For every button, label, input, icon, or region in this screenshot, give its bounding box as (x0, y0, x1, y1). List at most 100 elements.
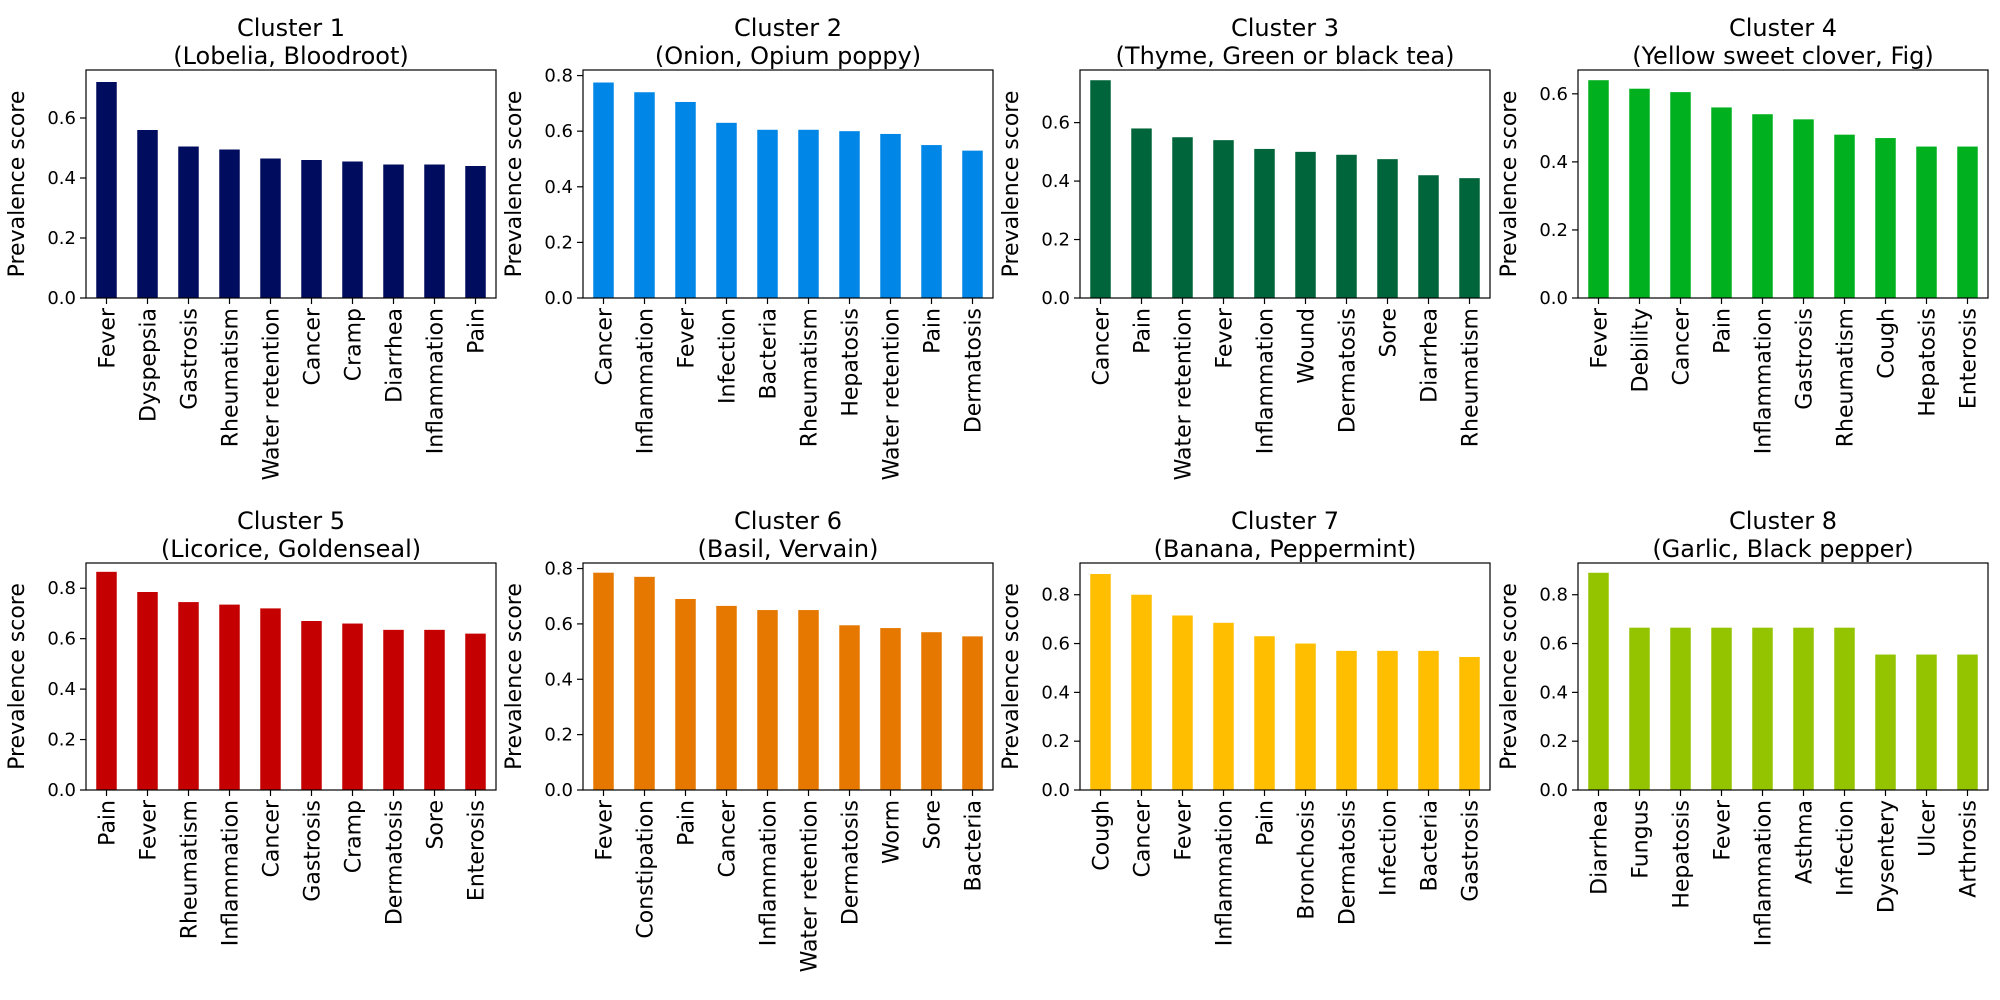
x-tick-label: Infection (1834, 800, 1859, 896)
y-axis-label: Prevalence score (502, 91, 527, 278)
x-tick-label: Water retention (1172, 308, 1197, 480)
bar-inflammation (1213, 622, 1234, 790)
y-tick-label: 0.0 (1539, 780, 1568, 801)
bar-pain (675, 598, 696, 790)
bar-infection (1834, 627, 1855, 790)
y-tick-label: 0.6 (544, 614, 573, 635)
y-tick-label: 0.2 (47, 228, 76, 249)
bar-diarrhea (383, 164, 404, 298)
chart-title: Cluster 2 (734, 14, 842, 42)
x-tick-label: Pain (1254, 800, 1279, 846)
plot-frame (85, 562, 497, 791)
bar-diarrhea (1418, 175, 1439, 298)
x-tick-label: Inflammation (219, 800, 244, 946)
y-axis-label: Prevalence score (999, 91, 1024, 278)
bar-pain (1131, 128, 1152, 298)
y-tick-label: 0.0 (1539, 288, 1568, 309)
y-tick-label: 0.6 (1041, 634, 1070, 655)
chart-cluster-5: Cluster 5(Licorice, Goldenseal) Prevalenc… (5, 507, 497, 946)
x-tick-label: Enterosis (1957, 308, 1982, 409)
x-tick-label: Fever (137, 799, 162, 861)
y-axis-label: Prevalence score (1497, 583, 1522, 770)
bar-pain (465, 166, 486, 298)
x-tick-label: Diarrhea (1418, 308, 1443, 403)
bar-sore (1377, 159, 1398, 298)
bar-inflammation (757, 610, 778, 790)
x-tick-label: Gastrosis (178, 308, 203, 410)
bar-rheumatism (219, 149, 240, 298)
y-tick-label: 0.2 (1539, 731, 1568, 752)
x-tick-label: Rheumatism (219, 308, 244, 447)
y-tick-label: 0.2 (1539, 220, 1568, 241)
x-tick-label: Bacteria (1418, 800, 1443, 891)
bar-inflammation (1254, 148, 1275, 298)
x-tick-label: Inflammation (757, 800, 782, 946)
x-tick-label: Dermatosis (1336, 800, 1361, 925)
bar-inflammation (424, 164, 445, 298)
x-tick-label: Fever (1213, 307, 1238, 369)
bar-gastrosis (178, 146, 199, 298)
bar-rheumatism (1459, 178, 1480, 298)
bar-inflammation (634, 92, 655, 299)
x-tick-label: Fever (1172, 799, 1197, 861)
y-tick-label: 0.4 (47, 168, 76, 189)
x-tick-label: Pain (1131, 308, 1156, 354)
chart-subtitle: (Basil, Vervain) (698, 535, 879, 563)
bar-water-retention (798, 610, 819, 790)
x-tick-label: Rheumatism (178, 800, 203, 939)
x-tick-label: Sore (1377, 308, 1402, 358)
x-tick-label: Inflammation (424, 308, 449, 454)
bar-cancer (260, 608, 281, 790)
bar-hepatosis (1670, 627, 1691, 790)
y-tick-label: 0.6 (1041, 113, 1070, 134)
bar-cancer (593, 82, 614, 298)
chart-subtitle: (Licorice, Goldenseal) (161, 535, 421, 563)
x-tick-label: Asthma (1793, 800, 1818, 884)
x-tick-label: Dermatosis (839, 800, 864, 925)
y-tick-label: 0.2 (544, 232, 573, 253)
y-tick-label: 0.4 (1539, 152, 1568, 173)
plot-frame (1577, 69, 1989, 299)
x-tick-label: Bacteria (757, 308, 782, 399)
x-tick-label: Gastrosis (301, 800, 326, 902)
bar-inflammation (1752, 114, 1773, 299)
x-tick-label: Worm (880, 800, 905, 864)
bar-pain (1711, 107, 1732, 299)
bar-cancer (301, 160, 322, 298)
bar-water-retention (880, 133, 901, 298)
bar-dermatosis (839, 625, 860, 790)
x-tick-label: Infection (716, 308, 741, 404)
x-tick-label: Diarrhea (1588, 800, 1613, 895)
chart-cluster-6: Cluster 6(Basil, Vervain) Prevalence scor… (502, 507, 994, 972)
x-tick-label: Water retention (798, 800, 823, 972)
x-tick-label: Inflammation (1213, 800, 1238, 946)
bar-gastrosis (1793, 119, 1814, 298)
y-tick-label: 0.0 (1041, 288, 1070, 309)
y-tick-label: 0.2 (544, 725, 573, 746)
y-tick-label: 0.0 (544, 780, 573, 801)
chart-title: Cluster 1 (237, 14, 345, 42)
x-tick-label: Infection (1377, 800, 1402, 896)
bar-sore (921, 632, 942, 790)
bar-rheumatism (798, 129, 819, 298)
chart-title: Cluster 5 (237, 507, 345, 535)
plot-frame (582, 562, 994, 791)
chart-subtitle: (Lobelia, Bloodroot) (173, 42, 409, 70)
y-axis-label: Prevalence score (502, 583, 527, 770)
chart-cluster-7: Cluster 7(Banana, Peppermint) Prevalence … (999, 507, 1491, 946)
bar-debility (1629, 88, 1650, 298)
bar-hepatosis (1916, 146, 1937, 298)
chart-cluster-8: Cluster 8(Garlic, Black pepper) Prevalenc… (1497, 507, 1989, 946)
x-tick-label: Fever (96, 307, 121, 369)
y-tick-label: 0.6 (544, 121, 573, 142)
x-tick-label: Gastrosis (1459, 800, 1484, 902)
bar-fever (96, 82, 117, 298)
x-tick-label: Pain (1711, 308, 1736, 354)
bar-dysentery (1875, 654, 1896, 790)
x-tick-label: Ulcer (1916, 799, 1941, 857)
x-tick-label: Rheumatism (1834, 308, 1859, 447)
bar-cancer (1131, 594, 1152, 790)
x-tick-label: Fever (593, 799, 618, 861)
y-tick-label: 0.4 (544, 177, 573, 198)
